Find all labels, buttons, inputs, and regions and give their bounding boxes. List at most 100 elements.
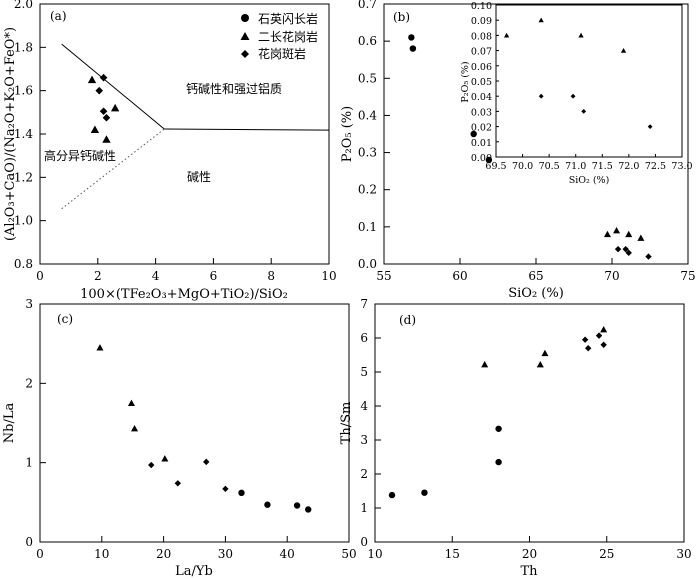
- data-point-triangle: [536, 361, 544, 368]
- y-tick-label: 0.06: [471, 62, 492, 73]
- y-tick-label: 2: [360, 467, 368, 481]
- data-point-circle: [485, 156, 493, 164]
- y-tick-label: 0.5: [358, 71, 377, 85]
- y-tick-label: 0.04: [471, 92, 492, 103]
- x-axis-label-a: 100×(TFe₂O₃+MgO+TiO₂)/SiO₂: [80, 287, 288, 302]
- x-tick-label: 71.5: [592, 161, 613, 172]
- x-tick-label: 73.0: [671, 161, 692, 172]
- data-point-triangle: [600, 325, 608, 333]
- data-point-diamond: [645, 253, 652, 260]
- panel-a: 0 2 4 6 8 10 0.8 1.0 1.2 1.4 1.6 1.8 2.0 (a) 100×(TF…: [3, 0, 337, 302]
- data-point-triangle: [161, 455, 169, 462]
- y-tick-label: 1.4: [14, 127, 33, 141]
- data-point-circle: [305, 506, 312, 513]
- y-tick-label: 3: [25, 297, 33, 311]
- panel-tag-c: (c): [57, 312, 73, 326]
- y-tick-label: 0: [25, 535, 33, 549]
- field-label-alkaline: 碱性: [187, 170, 211, 184]
- data-point-triangle: [481, 361, 489, 368]
- x-tick-label: 8: [267, 269, 275, 283]
- panel-c: 0 10 20 30 40 50 0 1 2 3 (c) La/Yb Nb/La: [2, 297, 357, 579]
- legend-label-quartz-diorite: 石英闪长岩: [258, 11, 318, 26]
- data-point-triangle: [538, 17, 544, 23]
- y-tick-label: 0.3: [358, 146, 377, 160]
- y-tick-label: 0.07: [471, 47, 492, 58]
- x-tick-label: 20: [156, 547, 171, 561]
- panel-tag-b: (b): [393, 10, 410, 24]
- x-axis-label-c: La/Yb: [175, 564, 213, 579]
- data-point-circle: [421, 489, 428, 496]
- data-point-diamond: [614, 245, 622, 253]
- x-tick-label: 6: [210, 269, 218, 283]
- data-point-diamond: [148, 461, 155, 469]
- y-tick-label: 0.1: [358, 220, 377, 234]
- x-tick-label: 2: [94, 269, 102, 283]
- y-tick-label: 2.0: [14, 0, 33, 11]
- legend-diamond-marker: [241, 50, 249, 58]
- x-tick-label: 72.5: [645, 161, 666, 172]
- x-tick-label: 71.0: [565, 161, 586, 172]
- legend-circle-marker: [241, 14, 249, 22]
- data-point-diamond: [222, 485, 229, 493]
- x-tick-label: 69.5: [485, 161, 506, 172]
- data-point-diamond: [625, 249, 632, 257]
- y-tick-label: 0.05: [471, 77, 492, 88]
- y-tick-label: 6: [360, 331, 368, 345]
- data-point-triangle: [578, 32, 584, 38]
- data-point-diamond: [581, 109, 587, 114]
- legend-item-quartz-diorite: 石英闪长岩: [241, 11, 318, 26]
- x-tick-label: 50: [341, 547, 356, 561]
- legend-item-granite-porphyry: 花岗斑岩: [241, 46, 306, 61]
- y-tick-label: 0.08: [471, 31, 492, 42]
- y-axis-label-d: Th/Sm: [339, 402, 354, 445]
- x-tick-label: 30: [676, 547, 691, 561]
- data-point-circle: [238, 489, 245, 497]
- y-tick-label: 1: [360, 501, 368, 515]
- field-label-highly-fractionated: 高分异钙碱性: [44, 148, 116, 163]
- y-axis-label-b: P₂O₅ (%): [340, 106, 355, 162]
- x-tick-label: 55: [376, 269, 391, 283]
- data-point-circle: [409, 45, 417, 52]
- data-point-diamond: [581, 336, 589, 343]
- y-tick-label: 0.02: [471, 123, 492, 134]
- y-tick-label: 0.00: [471, 153, 492, 164]
- data-point-triangle: [603, 230, 611, 238]
- x-tick-label: 10: [321, 269, 336, 283]
- y-tick-label: 0.03: [471, 107, 492, 118]
- x-tick-label: 25: [599, 547, 614, 561]
- field-boundary-dotted-line: [61, 128, 165, 210]
- y-tick-label: 1: [25, 456, 33, 470]
- x-tick-label: 70.5: [539, 161, 560, 172]
- data-point-triangle: [620, 47, 627, 53]
- field-boundary-line: [164, 128, 330, 131]
- y-tick-label: 3: [360, 433, 368, 447]
- y-tick-label: 7: [360, 297, 368, 311]
- data-point-diamond: [600, 341, 607, 348]
- panel-d: 10 15 20 25 30 0 1 2 3 4 5 6 7 (d) Th Th/Sm: [339, 297, 692, 579]
- data-point-triangle: [127, 399, 135, 406]
- data-point-triangle: [87, 75, 97, 84]
- data-point-circle: [293, 502, 301, 509]
- x-tick-label: 30: [218, 547, 233, 561]
- y-tick-label: 0.01: [471, 138, 492, 149]
- y-tick-label: 1.0: [14, 214, 33, 228]
- data-point-diamond: [647, 124, 653, 129]
- legend-label-granite-porphyry: 花岗斑岩: [258, 46, 306, 61]
- data-point-triangle: [102, 135, 111, 143]
- y-axis-label-a: (Al₂O₃+CaO)/(Na₂O+K₂O+FeO*): [3, 27, 18, 241]
- data-point-triangle: [90, 125, 100, 134]
- panel-tag-a: (a): [50, 9, 67, 23]
- y-tick-label: 4: [360, 399, 368, 413]
- x-tick-label: 65: [528, 269, 543, 283]
- plot-frame-c: [39, 303, 350, 543]
- y-tick-label: 2: [25, 376, 33, 390]
- inset-frame: [495, 4, 683, 158]
- y-tick-label: 0.8: [14, 257, 33, 271]
- y-tick-label: 5: [360, 365, 368, 379]
- data-point-triangle: [625, 230, 633, 238]
- panel-tag-d: (d): [399, 313, 416, 327]
- data-point-triangle: [637, 234, 645, 241]
- data-point-circle: [408, 34, 415, 41]
- y-tick-label: 1.8: [14, 40, 33, 54]
